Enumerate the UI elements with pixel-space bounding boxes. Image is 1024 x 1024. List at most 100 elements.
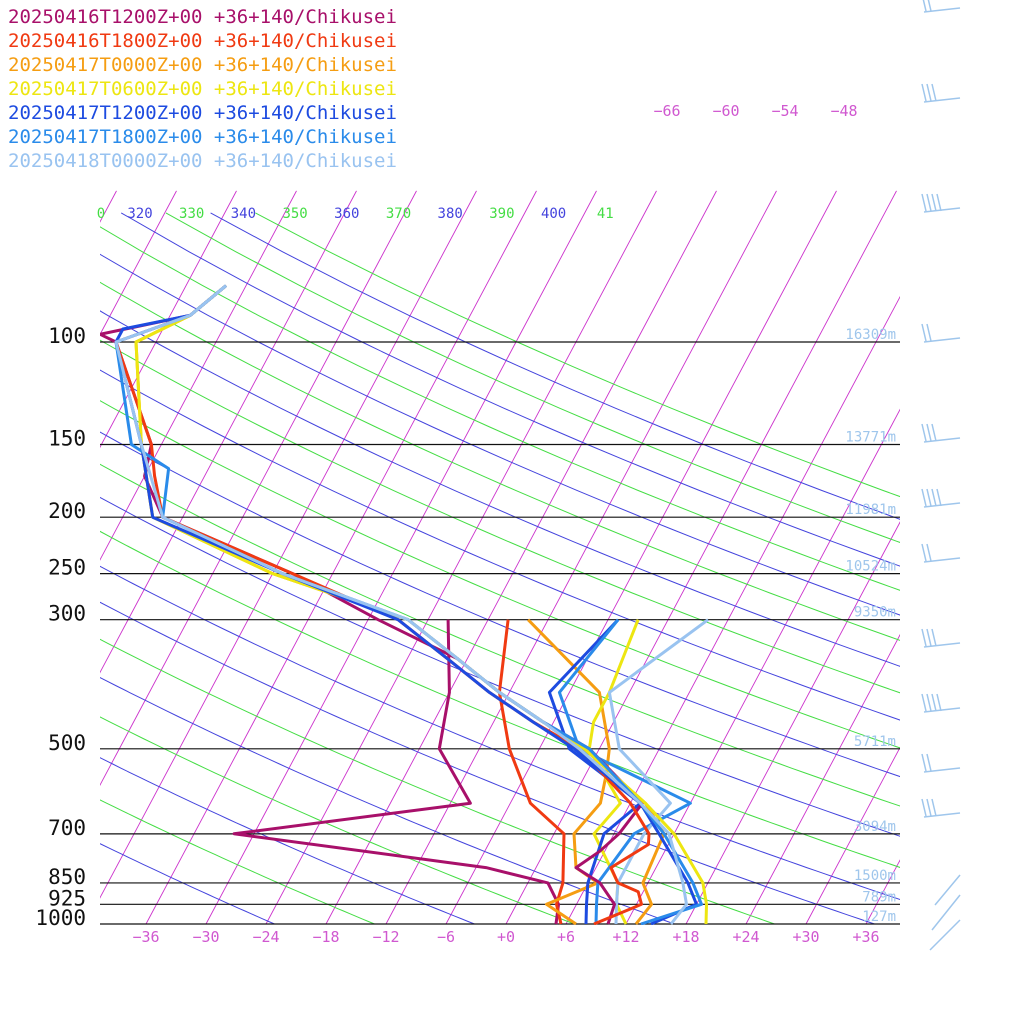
dry-adiabat-line — [100, 226, 900, 591]
wind-barb-flag — [926, 323, 932, 342]
temperature-tick-label: −18 — [312, 928, 339, 946]
legend-entry: 20250417T0600Z+00 +36+140/Chikusei — [8, 78, 397, 100]
isotherm-line — [265, 190, 657, 925]
temperature-profile-line — [134, 284, 666, 925]
isotherm-line — [145, 190, 537, 925]
wind-barb-flag — [936, 488, 942, 507]
isotherm-line — [445, 190, 837, 925]
height-label: 1500m — [854, 868, 896, 884]
legend-entry: 20250418T0000Z+00 +36+140/Chikusei — [8, 150, 397, 172]
wind-barb — [921, 753, 961, 773]
wind-barb-staff — [923, 812, 961, 818]
theta-label: 340 — [231, 206, 256, 222]
isotherm-line — [205, 190, 597, 925]
height-label: 3094m — [854, 819, 896, 835]
isotherm-line — [625, 408, 900, 925]
wind-barb — [921, 83, 961, 103]
wind-barb — [921, 693, 961, 713]
pressure-label: 850 — [48, 865, 86, 889]
wind-barb-flag — [926, 83, 932, 102]
theta-label: 400 — [541, 206, 566, 222]
dry-adiabat-line — [120, 212, 900, 567]
dry-adiabat-line — [100, 463, 900, 807]
dry-adiabat-line — [100, 253, 900, 616]
wind-barb-flag — [921, 693, 927, 712]
wind-barb-flag — [926, 193, 932, 212]
isotherm-line — [325, 190, 717, 925]
legend-entry: 20250416T1800Z+00 +36+140/Chikusei — [8, 30, 397, 52]
wind-barb-flag — [931, 423, 937, 442]
isotherm-line — [986, 191, 1024, 924]
wind-barb-staff — [923, 642, 961, 648]
wind-barb-flag — [921, 628, 927, 647]
temperature-tick-label: −30 — [192, 928, 219, 946]
temperature-tick-label: +30 — [792, 928, 819, 946]
dry-adiabat-line — [165, 212, 900, 543]
isotherm-line — [100, 190, 417, 787]
wind-barb-flag — [926, 488, 932, 507]
pressure-label: 250 — [48, 556, 86, 580]
isotherm-line — [565, 295, 900, 925]
upper-temperature-label: −60 — [712, 102, 739, 120]
wind-barb-flag — [927, 0, 932, 12]
pressure-label: 700 — [48, 816, 86, 840]
height-label: 9350m — [854, 605, 896, 621]
theta-label: 0 — [97, 206, 105, 222]
wind-barb-flag — [922, 0, 927, 12]
wind-barbs — [921, 0, 961, 951]
legend-entry: 20250416T1200Z+00 +36+140/Chikusei — [8, 6, 397, 28]
theta-label: 390 — [489, 206, 514, 222]
sounding-profiles — [100, 284, 709, 925]
wind-barb-flag — [926, 628, 932, 647]
pressure-label: 925 — [48, 886, 86, 910]
temperature-profile-line — [114, 284, 703, 925]
wind-barb-low — [931, 894, 961, 931]
height-label: 11981m — [845, 502, 896, 518]
isotherm-line — [100, 190, 297, 561]
pressure-label: 500 — [48, 731, 86, 755]
wind-barb-flag — [931, 193, 937, 212]
legend: 20250416T1200Z+00 +36+140/Chikusei202504… — [8, 6, 397, 172]
dewpoint-profile-line — [547, 618, 642, 925]
wind-barb-flag — [926, 798, 932, 817]
isotherm-line — [745, 633, 900, 925]
temperature-tick-label: −36 — [132, 928, 159, 946]
upper-temperature-label: −66 — [653, 102, 680, 120]
dry-adiabat-line — [100, 369, 900, 721]
theta-label: 360 — [334, 206, 359, 222]
theta-label: 320 — [127, 206, 152, 222]
wind-barb — [921, 543, 961, 563]
isotherm-line — [926, 191, 1024, 924]
wind-barb-flag — [921, 193, 927, 212]
dry-adiabat-line — [210, 212, 900, 520]
isotherm-line — [385, 190, 777, 925]
wind-barb-flag — [921, 753, 927, 772]
pressure-label: 1000 — [35, 906, 86, 930]
temperature-tick-label: −6 — [437, 928, 455, 946]
dry-adiabat-line — [100, 601, 875, 925]
theta-label: 330 — [179, 206, 204, 222]
wind-barb-staff — [923, 767, 961, 773]
wind-barb — [921, 628, 961, 648]
wind-barb-flag — [926, 693, 932, 712]
theta-label: 380 — [438, 206, 463, 222]
wind-barb-staff — [923, 557, 961, 563]
wind-barb-staff — [923, 337, 961, 343]
wind-barb-staff — [923, 437, 961, 443]
wind-barb-flag — [931, 488, 937, 507]
upper-temperature-label: −48 — [830, 102, 857, 120]
wind-barb — [921, 488, 961, 508]
wind-barb-staff — [923, 207, 961, 213]
dewpoint-profile-line — [607, 618, 709, 925]
wind-barb-flag — [936, 693, 942, 712]
temperature-profile-line — [134, 284, 708, 925]
dry-adiabat-line — [100, 281, 900, 641]
upper-temperature-label: −54 — [771, 102, 798, 120]
pressure-label: 300 — [48, 602, 86, 626]
wind-barb-flag — [931, 83, 937, 102]
temperature-tick-label: −24 — [252, 928, 279, 946]
theta-label: 370 — [386, 206, 411, 222]
temperature-tick-label: +36 — [852, 928, 879, 946]
temperature-tick-label: −12 — [372, 928, 399, 946]
